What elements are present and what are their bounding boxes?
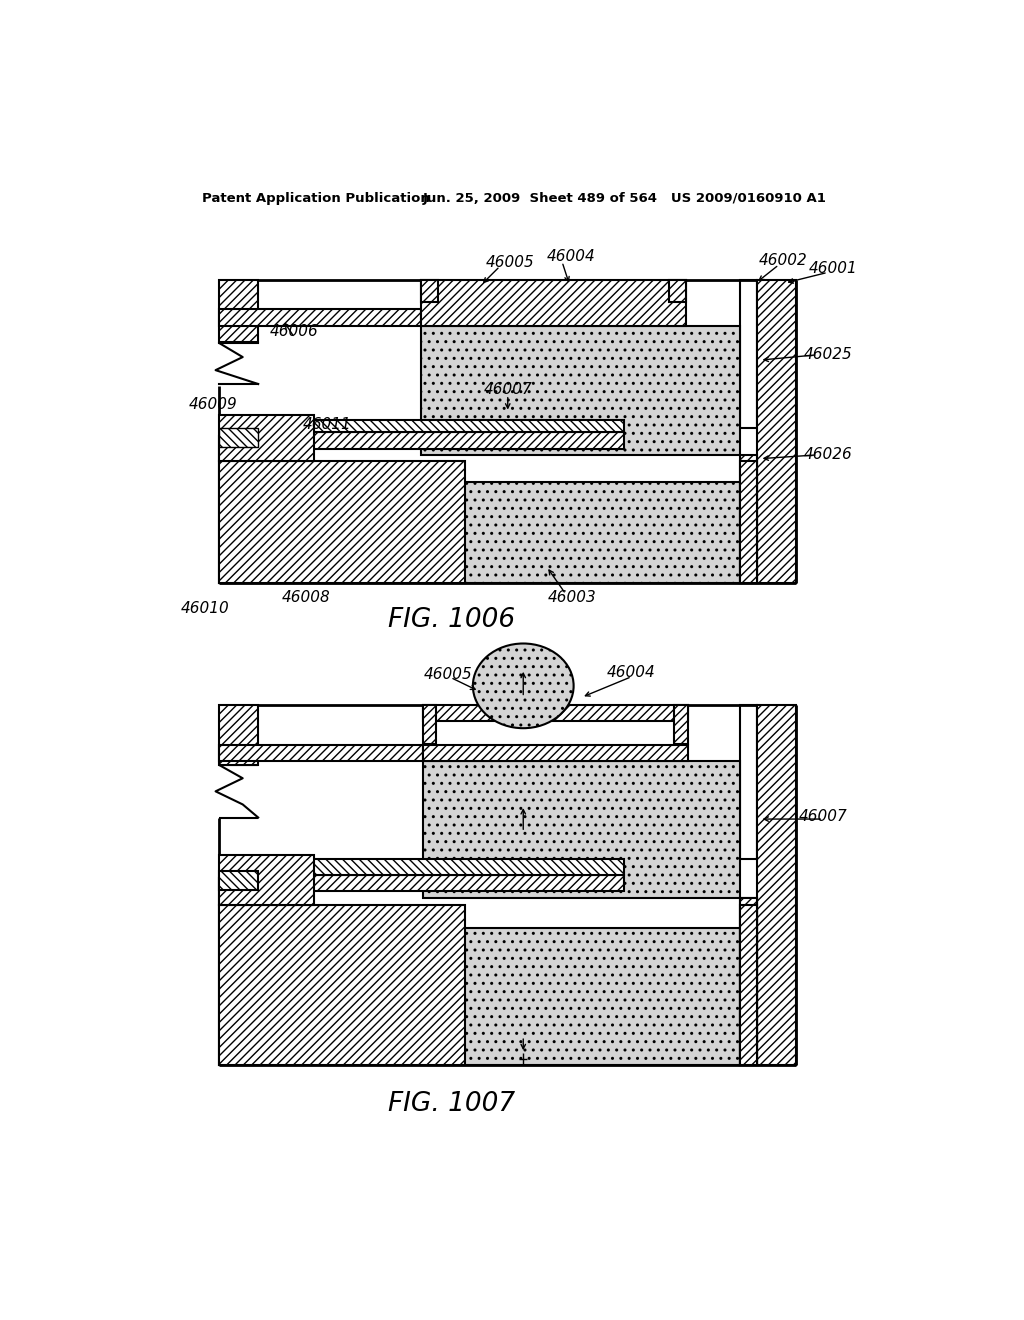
Bar: [219, 280, 796, 583]
Text: FIG. 1006: FIG. 1006: [388, 607, 515, 634]
Text: 46006: 46006: [270, 325, 318, 339]
Text: 46026: 46026: [804, 447, 853, 462]
Bar: [258, 420, 624, 432]
Bar: [258, 432, 624, 449]
Bar: [423, 928, 740, 1065]
Bar: [219, 461, 465, 583]
Bar: [740, 280, 758, 428]
Text: 46005: 46005: [486, 255, 535, 269]
Bar: [258, 859, 624, 874]
Ellipse shape: [473, 644, 573, 729]
Bar: [423, 744, 687, 760]
Text: 46009: 46009: [188, 397, 238, 412]
Bar: [740, 898, 758, 1065]
Bar: [423, 760, 740, 898]
Text: 46007: 46007: [483, 381, 532, 397]
Text: 46003: 46003: [548, 590, 597, 605]
Bar: [740, 705, 758, 859]
Text: 46010: 46010: [180, 602, 229, 616]
Text: 46004: 46004: [607, 665, 655, 680]
Text: Patent Application Publication: Patent Application Publication: [202, 191, 429, 205]
Text: Jun. 25, 2009  Sheet 489 of 564   US 2009/0160910 A1: Jun. 25, 2009 Sheet 489 of 564 US 2009/0…: [423, 191, 826, 205]
Bar: [219, 280, 258, 342]
Text: 46002: 46002: [759, 253, 808, 268]
Bar: [219, 744, 423, 760]
Bar: [423, 705, 687, 721]
Bar: [219, 414, 314, 461]
Bar: [740, 906, 758, 1065]
Bar: [219, 855, 314, 906]
Bar: [219, 436, 258, 583]
Bar: [421, 326, 740, 455]
Text: FIG. 1007: FIG. 1007: [388, 1090, 515, 1117]
Text: 46011: 46011: [302, 417, 351, 432]
Bar: [421, 280, 686, 326]
Bar: [423, 705, 436, 743]
Text: 46007: 46007: [799, 809, 848, 824]
Bar: [421, 280, 438, 302]
Bar: [758, 705, 796, 1065]
Bar: [219, 309, 421, 326]
Text: 46008: 46008: [282, 590, 330, 605]
Bar: [740, 455, 758, 583]
Bar: [219, 705, 258, 766]
Bar: [258, 874, 624, 891]
Bar: [219, 871, 258, 890]
Text: 46004: 46004: [547, 249, 595, 264]
Bar: [669, 280, 686, 302]
Bar: [219, 705, 796, 1065]
Bar: [740, 461, 758, 583]
Text: 46025: 46025: [804, 347, 853, 362]
Bar: [758, 280, 796, 583]
Bar: [219, 906, 465, 1065]
Text: 46001: 46001: [809, 261, 857, 276]
Text: 46005: 46005: [424, 667, 473, 682]
Bar: [740, 898, 758, 1065]
Bar: [219, 878, 258, 1065]
Bar: [674, 705, 687, 743]
Bar: [219, 428, 258, 447]
Bar: [421, 482, 740, 583]
